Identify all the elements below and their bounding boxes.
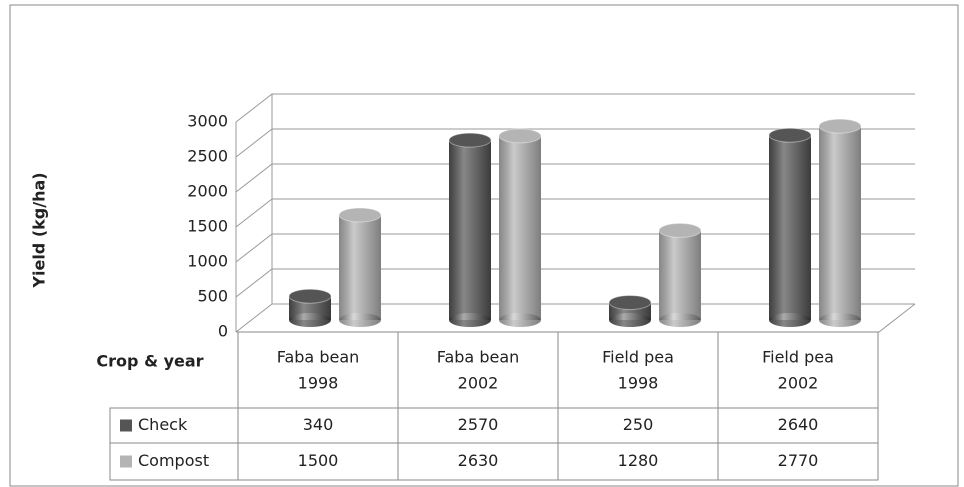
table-cell	[109, 442, 239, 481]
bar-shade	[449, 140, 491, 320]
table-header: Crop & year	[96, 352, 203, 371]
bar-shade	[499, 135, 541, 320]
y-tick-label: 2500	[187, 147, 228, 166]
grid-line	[235, 93, 915, 123]
bar-shade	[769, 135, 811, 320]
bar-top	[818, 118, 862, 134]
legend-swatch	[120, 419, 132, 432]
category-label: Field pea	[762, 348, 834, 367]
table-cell	[237, 331, 399, 409]
bar-top	[658, 222, 702, 238]
legend-label: Compost	[138, 451, 209, 470]
grid-line	[235, 128, 915, 158]
y-tick-label: 1000	[187, 252, 228, 271]
table-cell	[557, 331, 719, 409]
table-cell	[397, 331, 559, 409]
bar-base-shade	[659, 313, 701, 327]
table-cell	[717, 331, 879, 409]
value-label: 2570	[458, 415, 499, 434]
value-label: 1280	[618, 451, 659, 470]
grid-line	[235, 198, 915, 228]
category-label: Faba bean	[437, 348, 520, 367]
value-label: 250	[623, 415, 654, 434]
bar-top	[288, 288, 332, 304]
bar-base-shade	[339, 313, 381, 327]
legend-label: Check	[138, 415, 188, 434]
bar-base-shade	[289, 313, 331, 327]
value-label: 2770	[778, 451, 819, 470]
bar-top	[768, 127, 812, 143]
category-label: Field pea	[602, 348, 674, 367]
bar-top	[608, 295, 652, 310]
bar-base-shade	[449, 313, 491, 327]
y-axis-label: Yield (kg/ha)	[30, 172, 49, 288]
bar-shade	[819, 126, 861, 320]
grid-line	[235, 303, 915, 333]
grid-line	[235, 268, 915, 298]
bar-top	[498, 128, 542, 144]
y-tick-label: 2000	[187, 182, 228, 201]
bar-top	[338, 207, 382, 223]
y-tick-label: 1500	[187, 217, 228, 236]
category-label: 1998	[618, 374, 659, 393]
grid-line	[235, 163, 915, 193]
category-label: 1998	[298, 374, 339, 393]
category-label: 2002	[778, 374, 819, 393]
y-tick-label: 500	[197, 287, 228, 306]
bar-base-shade	[609, 313, 651, 327]
bar-shade	[659, 230, 701, 320]
legend-swatch	[120, 455, 132, 468]
category-label: Faba bean	[277, 348, 360, 367]
floor-edge	[236, 303, 916, 333]
value-label: 2630	[458, 451, 499, 470]
grid-line	[235, 233, 915, 263]
bar-base-shade	[769, 313, 811, 327]
y-tick-label: 0	[218, 322, 228, 341]
value-label: 340	[303, 415, 334, 434]
bar-base-shade	[499, 313, 541, 327]
bar-top	[448, 132, 492, 148]
frame	[9, 4, 959, 487]
value-label: 2640	[778, 415, 819, 434]
bar-base-shade	[819, 313, 861, 327]
table-cell	[717, 442, 879, 481]
bar-shade	[339, 215, 381, 320]
value-label: 1500	[298, 451, 339, 470]
y-tick-label: 3000	[187, 112, 228, 131]
category-label: 2002	[458, 374, 499, 393]
